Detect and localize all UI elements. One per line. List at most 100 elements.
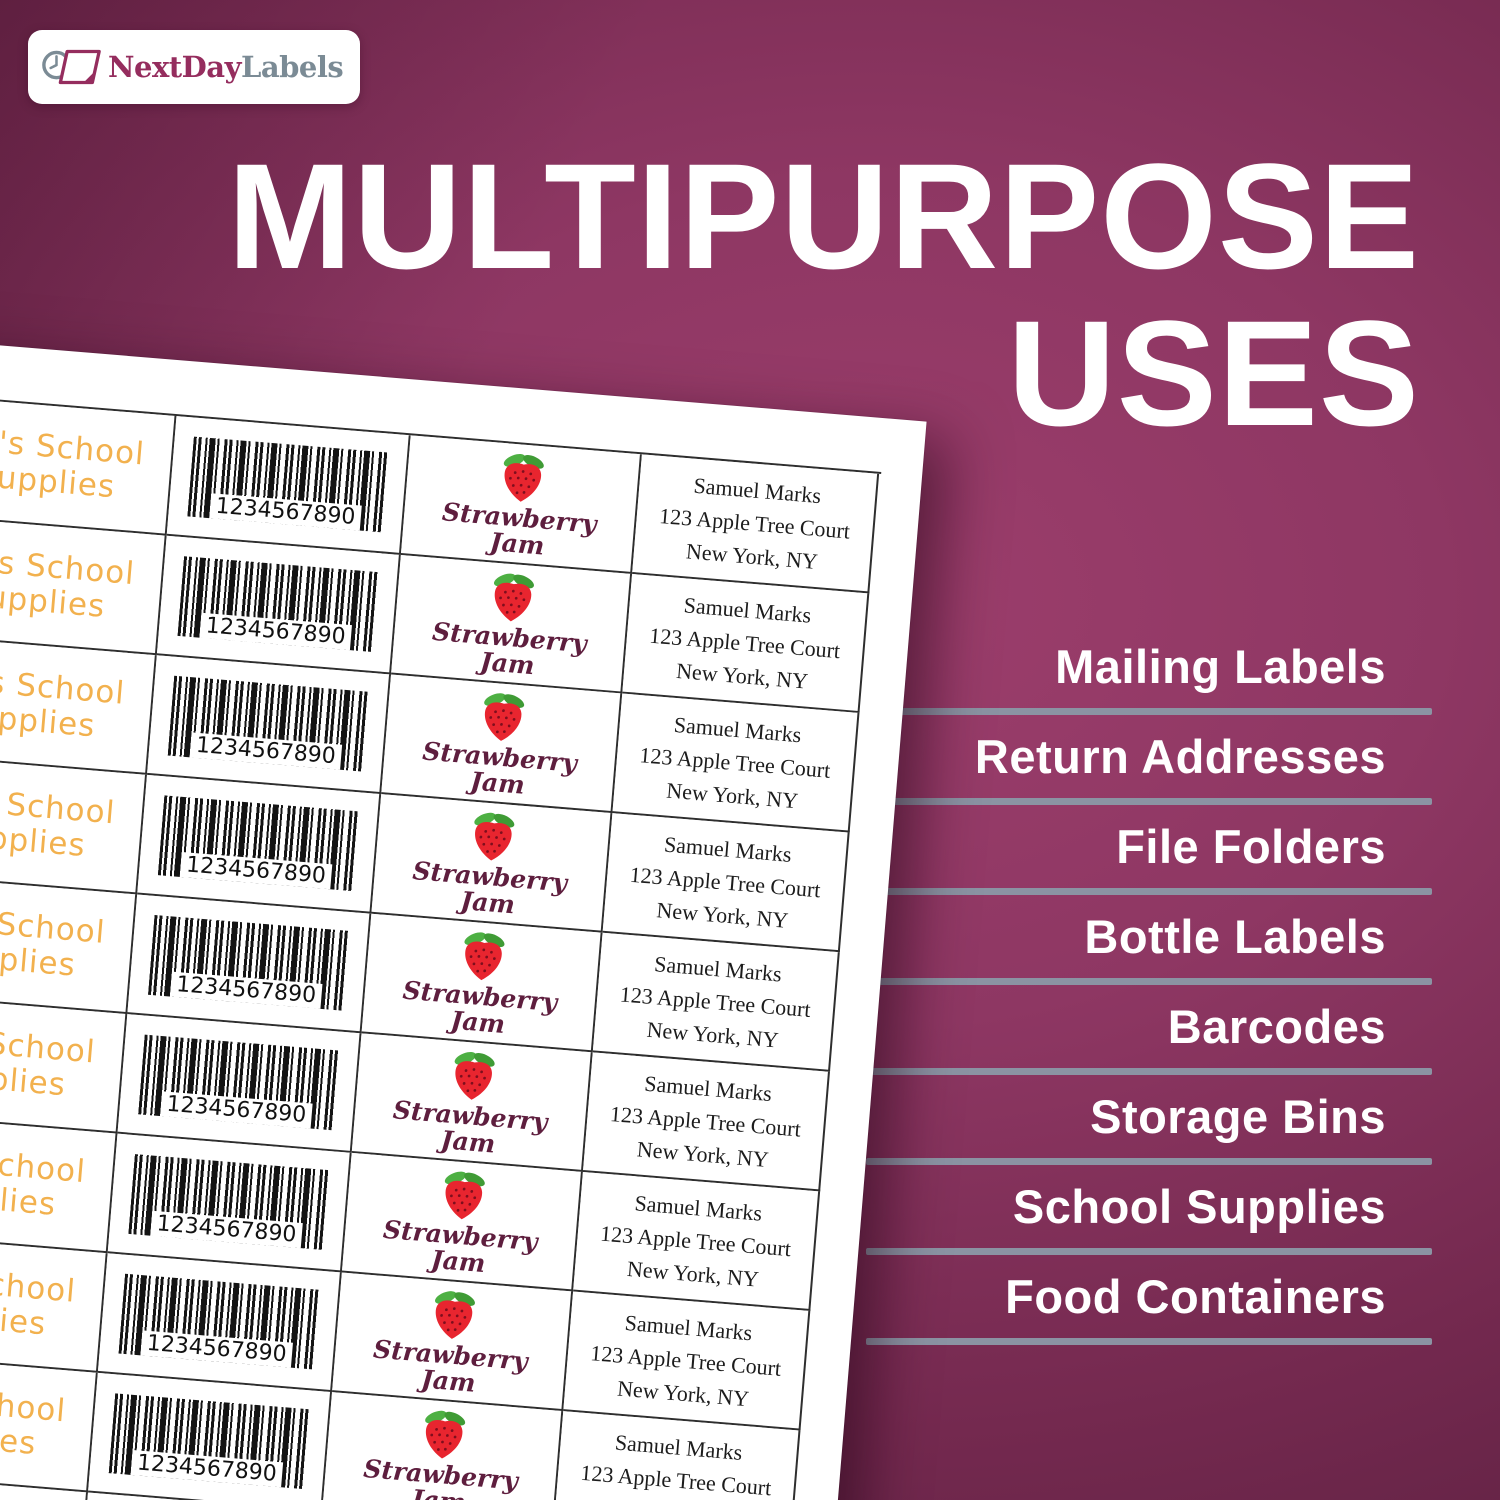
- label-sheet-row: wa's School Supplies 1234567890: [0, 1350, 802, 1500]
- strawberry-icon: [484, 692, 525, 741]
- strawberry-jam-label: Strawberry Jam: [391, 554, 633, 694]
- use-item-label: Mailing Labels: [1055, 640, 1386, 693]
- label-fold-icon: [83, 70, 96, 83]
- use-divider: [866, 888, 1432, 895]
- use-item-label: Storage Bins: [1090, 1090, 1386, 1143]
- address-label: Samuel Marks 123 Apple Tree Court New Yo…: [592, 932, 840, 1072]
- strawberry-jam-label: Strawberry Jam: [371, 794, 613, 933]
- use-row: Barcodes: [866, 985, 1432, 1075]
- barcode: 1234567890: [127, 1154, 330, 1250]
- label-sheet-row: wa's School Supplies 1234567890: [0, 991, 832, 1192]
- address-label: Samuel Marks 123 Apple Tree Court New Yo…: [632, 454, 880, 594]
- strawberry-jam-label: Strawberry Jam: [400, 435, 642, 574]
- label-sheet-row: wa's School Supplies 1234567890: [0, 393, 881, 594]
- use-item-label: Barcodes: [1167, 1000, 1386, 1053]
- barcode: 1234567890: [137, 1034, 340, 1131]
- page-title: MULTIPURPOSE USES: [227, 138, 1420, 452]
- clock-hands-icon: [49, 55, 58, 70]
- use-item-file-folders: File Folders: [866, 805, 1432, 888]
- use-divider: [866, 978, 1432, 985]
- use-item-food-containers: Food Containers: [866, 1255, 1432, 1338]
- clock-label-icon: [42, 49, 101, 85]
- use-item-label: Food Containers: [1005, 1270, 1386, 1323]
- barcode: 1234567890: [117, 1273, 320, 1370]
- barcode: 1234567890: [186, 436, 389, 533]
- barcode: 1234567890: [147, 914, 350, 1011]
- use-row: Storage Bins: [866, 1075, 1432, 1165]
- address-label: Samuel Marks 123 Apple Tree Court New Yo…: [582, 1052, 830, 1192]
- uses-list: Mailing Labels Return Addresses File Fol…: [866, 625, 1432, 1345]
- use-item-school-supplies: School Supplies: [866, 1165, 1432, 1248]
- label-sheet: wa's School Supplies 1234567890: [0, 338, 927, 1500]
- barcode-label: 1234567890: [166, 416, 411, 555]
- use-item-label: Return Addresses: [974, 730, 1386, 783]
- brand-name: NextDayLabels: [108, 50, 344, 84]
- use-divider: [866, 708, 1432, 715]
- school-supplies-text-line1: wa's School: [0, 1378, 68, 1430]
- school-supplies-label: wa's School Supplies: [0, 1231, 108, 1373]
- jam-text-line2: Jam: [429, 1244, 487, 1279]
- barcode: 1234567890: [157, 795, 360, 892]
- jam-text-line2: Jam: [488, 527, 546, 561]
- use-row: Food Containers: [866, 1255, 1432, 1345]
- address-label: Samuel Marks 123 Apple Tree Court New Yo…: [612, 693, 860, 833]
- use-item-barcodes: Barcodes: [866, 985, 1432, 1068]
- use-row: Return Addresses: [866, 715, 1432, 805]
- use-row: File Folders: [866, 805, 1432, 895]
- use-row: Bottle Labels: [866, 895, 1432, 985]
- barcode-label: 1234567890: [97, 1253, 342, 1393]
- use-item-label: School Supplies: [1012, 1180, 1386, 1233]
- school-supplies-label: wa's School Supplies: [0, 991, 128, 1134]
- strawberry-jam-label: Strawberry Jam: [332, 1272, 574, 1412]
- barcode: 1234567890: [167, 675, 370, 772]
- brand-name-primary: NextDay: [108, 50, 241, 84]
- use-row: School Supplies: [866, 1165, 1432, 1255]
- use-item-label: Bottle Labels: [1084, 910, 1386, 963]
- address-label: Samuel Marks 123 Apple Tree Court New Yo…: [622, 573, 870, 714]
- barcode: 1234567890: [176, 556, 379, 652]
- strawberry-jam-label: Strawberry Jam: [322, 1392, 564, 1500]
- label-sheet-row: wa's School Supplies 1234567890: [0, 1231, 812, 1431]
- school-supplies-label: wa's School Supplies: [0, 633, 157, 775]
- use-divider: [866, 1068, 1432, 1075]
- label-sheet-row: wa's School Supplies 1234567890: [0, 633, 861, 833]
- jam-text-line2: Jam: [478, 646, 536, 681]
- barcode-label: 1234567890: [88, 1372, 333, 1500]
- use-item-bottle-labels: Bottle Labels: [866, 895, 1432, 978]
- strawberry-icon: [444, 1171, 485, 1220]
- use-divider: [866, 1158, 1432, 1165]
- use-item-mailing-labels: Mailing Labels: [866, 625, 1432, 708]
- barcode-label: 1234567890: [117, 1014, 362, 1153]
- strawberry-icon: [474, 812, 515, 861]
- brand-logo: NextDayLabels: [28, 30, 360, 104]
- page-title-line1: MULTIPURPOSE: [227, 132, 1420, 300]
- jam-text-line2: Jam: [459, 886, 517, 920]
- barcode-label: 1234567890: [156, 535, 401, 675]
- jam-text-line2: Jam: [449, 1005, 507, 1040]
- strawberry-icon: [425, 1410, 466, 1459]
- brand-name-secondary: Labels: [240, 50, 344, 84]
- school-supplies-label: wa's School Supplies: [0, 1111, 118, 1254]
- jam-text-line2: Jam: [439, 1125, 497, 1159]
- page-title-line2: USES: [1007, 289, 1420, 457]
- address-label: Samuel Marks 123 Apple Tree Court New Yo…: [602, 813, 850, 953]
- label-sheet-grid: wa's School Supplies 1234567890: [0, 391, 882, 1500]
- address-label: Samuel Marks 123 Apple Tree Court New Yo…: [573, 1171, 821, 1312]
- school-supplies-text-line1: wa's School: [0, 1258, 78, 1311]
- jam-text-line2: Jam: [419, 1364, 477, 1398]
- strawberry-jam-label: Strawberry Jam: [351, 1033, 593, 1172]
- strawberry-jam-label: Strawberry Jam: [381, 674, 623, 814]
- use-divider: [866, 1248, 1432, 1255]
- strawberry-icon: [435, 1290, 476, 1339]
- strawberry-icon: [503, 453, 544, 502]
- barcode-label: 1234567890: [107, 1133, 352, 1273]
- school-supplies-label: wa's School Supplies: [0, 752, 147, 895]
- label-sheet-row: wa's School Supplies 1234567890: [0, 1111, 822, 1312]
- label-sheet-row: wa's School Supplies 1234567890: [0, 513, 871, 714]
- strawberry-jam-label: Strawberry Jam: [341, 1152, 583, 1292]
- barcode-label: 1234567890: [127, 894, 372, 1034]
- jam-text-line2: Jam: [469, 766, 526, 800]
- school-supplies-label: wa's School Supplies: [0, 872, 138, 1015]
- strawberry-icon: [464, 932, 505, 980]
